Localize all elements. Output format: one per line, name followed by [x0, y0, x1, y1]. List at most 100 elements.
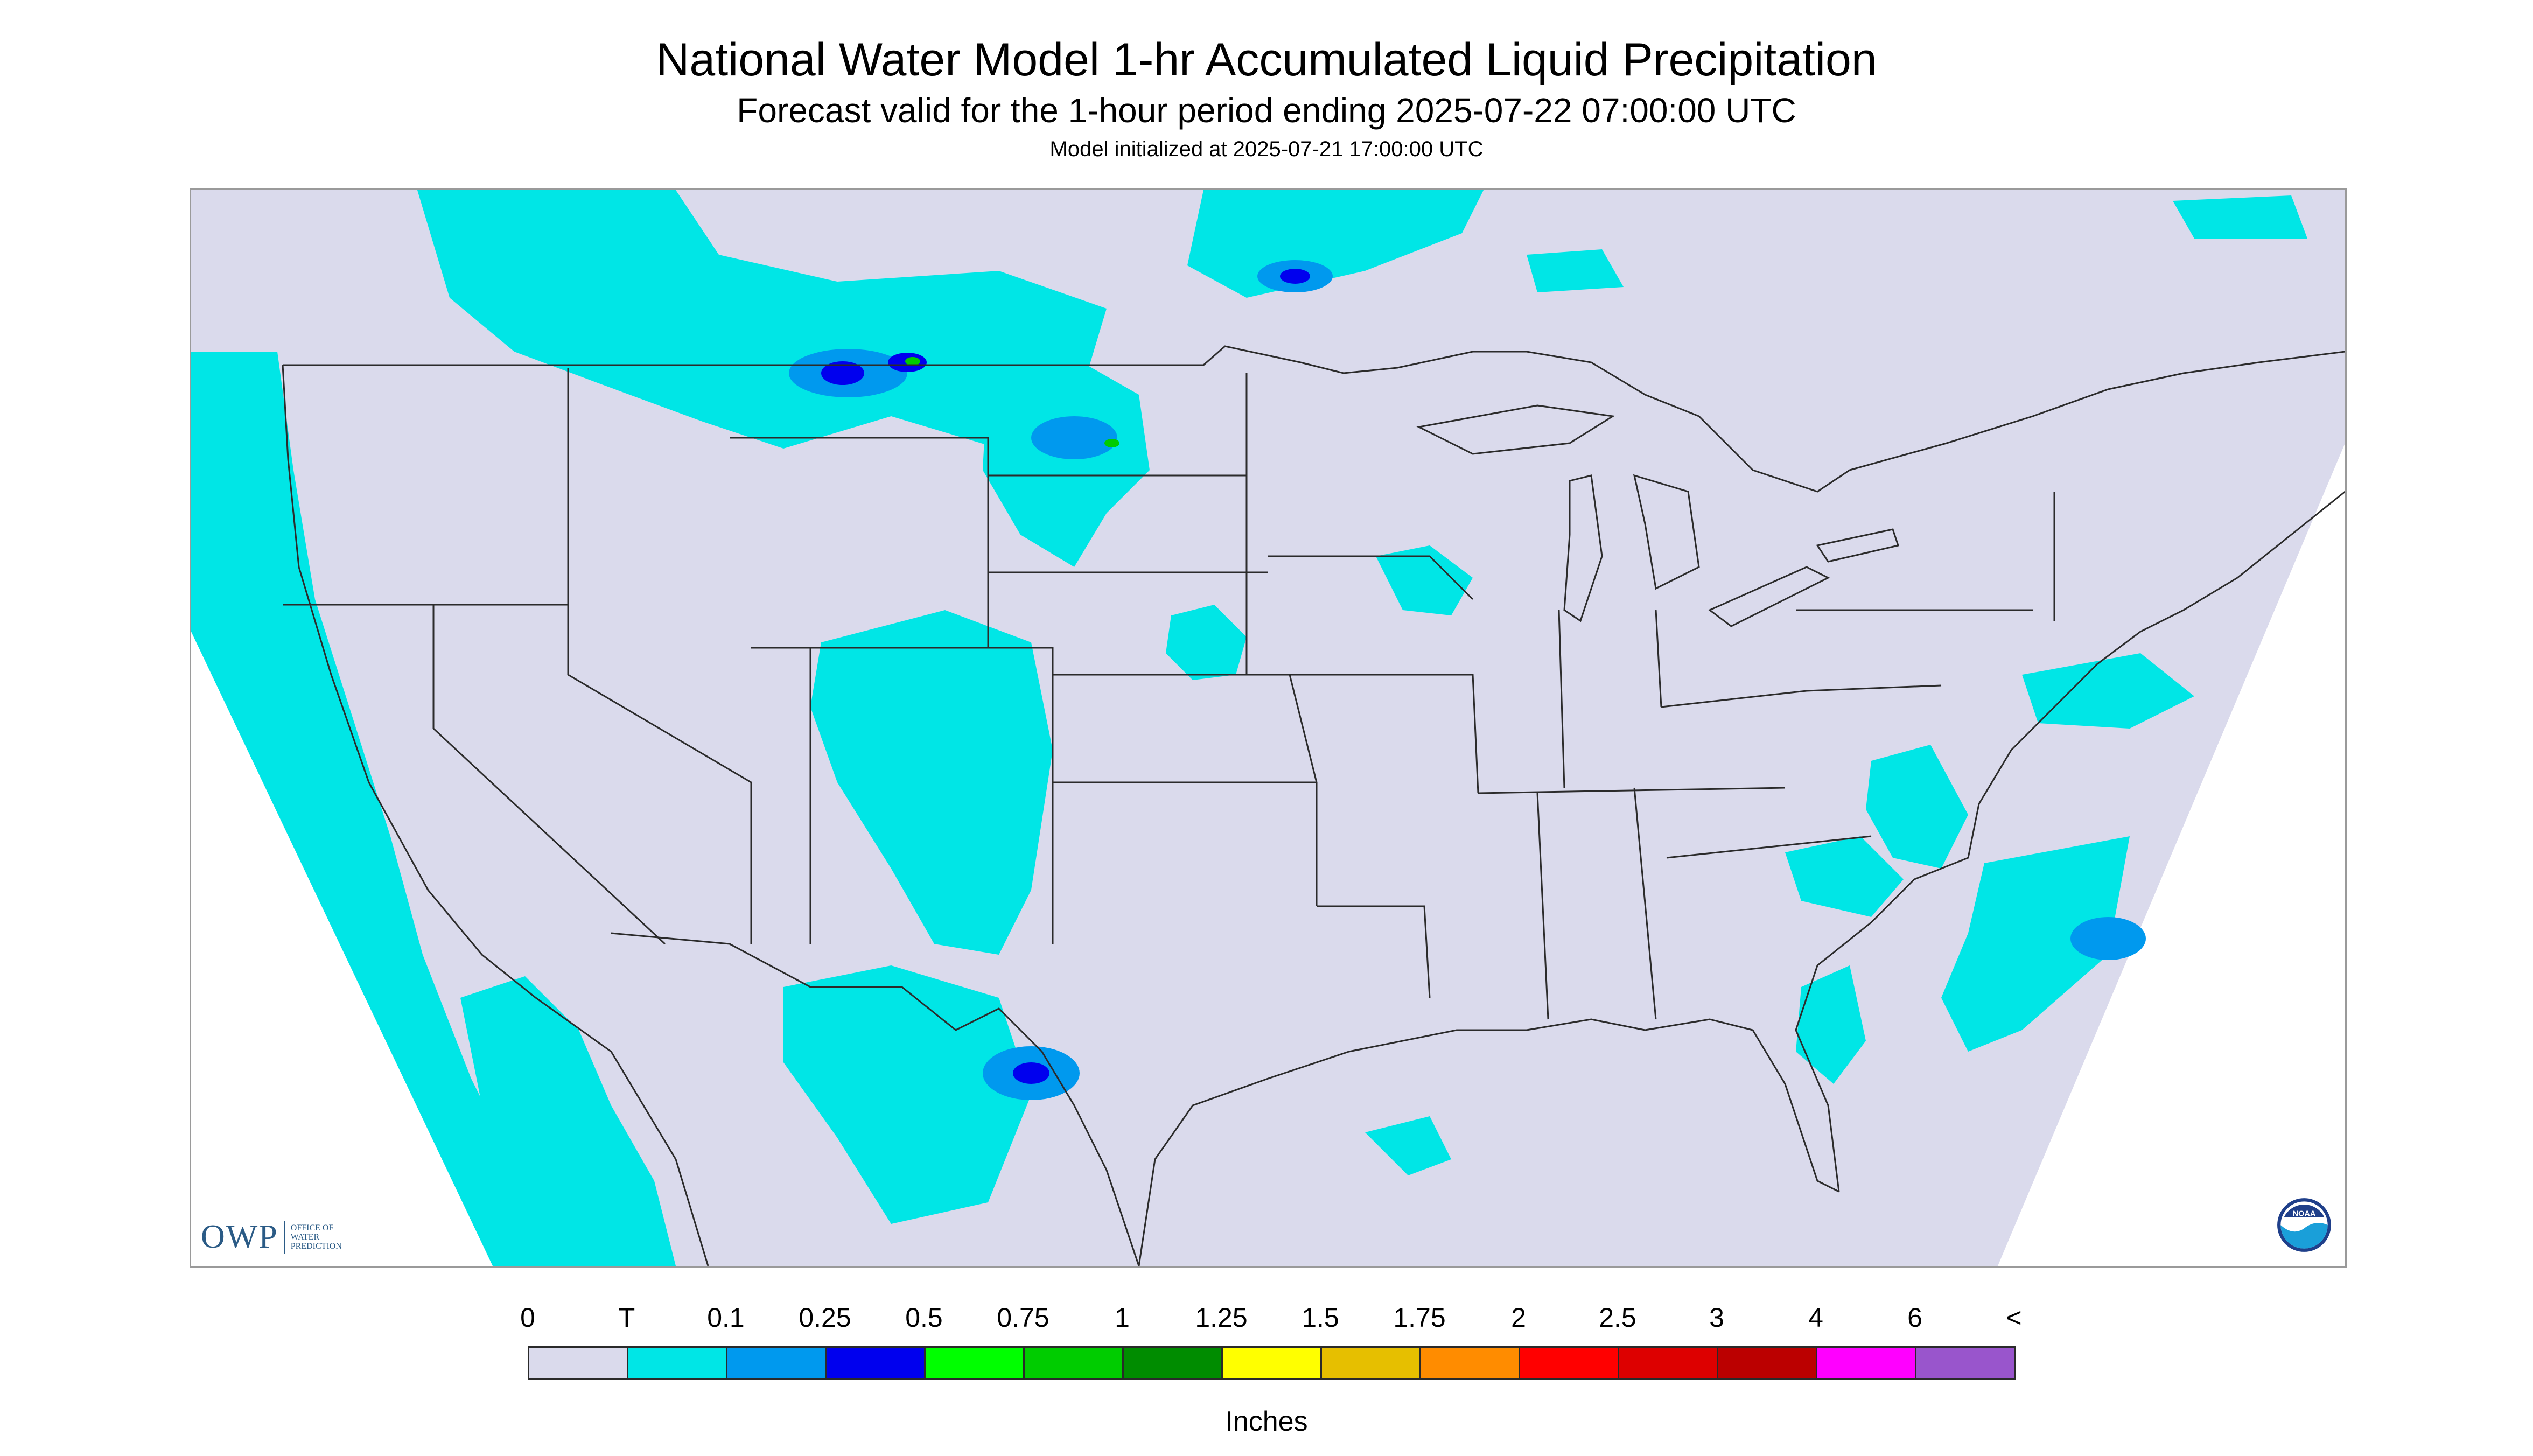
montana-heavy-precip: [905, 357, 920, 366]
legend-tick-label: 6: [1907, 1303, 1922, 1333]
state-line-4: [751, 647, 1054, 944]
owp-logo-separator: [283, 1220, 285, 1254]
legend-color-box: [627, 1346, 727, 1380]
carolina-coast-precip: [1785, 836, 1904, 917]
canada-quebec-precip: [1527, 249, 1624, 292]
legend-unit-label: Inches: [1225, 1406, 1308, 1437]
legend-color-box: [1419, 1346, 1520, 1380]
heavy-precip-areas: [905, 357, 1119, 447]
northern-rockies-precip: [417, 190, 1107, 449]
state-line-18: [1633, 787, 1657, 1020]
us-mexico-border: [611, 932, 1140, 1266]
legend-tick-label: 0.75: [997, 1303, 1049, 1333]
legend-tick-label: 2: [1511, 1303, 1526, 1333]
legend-color-box: [1717, 1346, 1817, 1380]
owp-logo: OWP OFFICE OF WATER PREDICTION: [201, 1218, 372, 1256]
legend-tick-label: 1.25: [1195, 1303, 1248, 1333]
legend-tick-label: T: [618, 1303, 635, 1333]
state-line-6: [730, 437, 989, 648]
legend-color-box: [825, 1346, 926, 1380]
noaa-logo: NOAA: [2277, 1198, 2331, 1252]
four-corners-precip: [810, 610, 1053, 955]
pacific-coastline: [282, 365, 709, 1266]
great-lakes: [1416, 404, 1899, 627]
legend-tick-label: 1.75: [1393, 1303, 1446, 1333]
state-line-22: [1666, 835, 1872, 859]
noaa-logo-text: NOAA: [2293, 1209, 2316, 1218]
legend-color-box: [1618, 1346, 1718, 1380]
legend-tick-label: 0.25: [799, 1303, 851, 1333]
state-line-3: [432, 605, 666, 945]
model-init-line: Model initialized at 2025-07-21 17:00:00…: [1049, 137, 1484, 161]
gulf-coastline: [1138, 1018, 1839, 1266]
legend-color-box: [1221, 1346, 1322, 1380]
mexico-north-precip: [783, 965, 1031, 1224]
state-line-15: [1478, 787, 1786, 794]
lake-ontario: [1816, 528, 1899, 563]
canada-northeast-precip: [2173, 195, 2307, 239]
atlantic-coastline: [1795, 491, 2345, 1192]
nebraska-precip: [1166, 605, 1247, 680]
baja-offshore-precip: [460, 976, 676, 1266]
dakota-heavy-precip: [1104, 439, 1119, 447]
atlantic-light-precip: [2070, 917, 2146, 960]
dakota-light-precip: [1031, 416, 1117, 459]
gulf-precip: [1365, 1116, 1451, 1175]
legend-color-box: [726, 1346, 827, 1380]
legend-tick-label: 0.1: [707, 1303, 745, 1333]
state-line-17: [1655, 610, 1662, 708]
owp-logo-org-name: OFFICE OF WATER PREDICTION: [291, 1223, 372, 1251]
legend-tick-label: 1.5: [1302, 1303, 1339, 1333]
map-canvas: [191, 190, 2345, 1266]
legend-tick-label: 4: [1808, 1303, 1823, 1333]
owp-logo-letters: OWP: [201, 1219, 278, 1255]
legend-color-box: [1023, 1346, 1124, 1380]
state-line-19: [1536, 793, 1549, 1020]
noaa-logo-wave: [2280, 1223, 2328, 1249]
owp-org-line-1: OFFICE OF: [290, 1223, 334, 1233]
pacific-coast-precip: [191, 352, 568, 1266]
atlantic-offshore-precip: [2022, 653, 2194, 729]
legend-color-box: [1122, 1346, 1223, 1380]
legend-color-box: [1320, 1346, 1421, 1380]
state-line-13: [1290, 674, 1479, 794]
lake-michigan: [1563, 474, 1603, 622]
owp-org-line-3: PREDICTION: [290, 1242, 342, 1251]
legend-tick-label: 2.5: [1599, 1303, 1636, 1333]
state-line-9: [1053, 674, 1318, 906]
legend-tick-label: 0.5: [905, 1303, 943, 1333]
legend-color-box: [924, 1346, 1025, 1380]
legend-color-box: [1519, 1346, 1619, 1380]
legend-color-box: [1915, 1346, 2016, 1380]
map-title: National Water Model 1-hr Accumulated Li…: [656, 34, 1877, 86]
state-line-16: [1558, 610, 1565, 788]
virginia-carolina-precip: [1866, 745, 1968, 869]
legend-tick-label: <: [2006, 1303, 2022, 1333]
legend-color-box: [1816, 1346, 1916, 1380]
noaa-logo-sky: [2284, 1204, 2325, 1217]
no-data-region-east: [1998, 443, 2345, 1266]
precip-legend: [528, 1346, 2016, 1400]
state-line-20: [1661, 684, 1942, 708]
lake-erie: [1708, 566, 1830, 627]
montana-moderate-precip: [821, 361, 864, 385]
northern-plains-precip: [983, 352, 1150, 567]
precipitation-map: OWP OFFICE OF WATER PREDICTION NOAA: [190, 188, 2347, 1268]
legend-tick-label: 0: [520, 1303, 535, 1333]
political-boundaries: [282, 345, 2345, 1266]
state-line-14: [1317, 905, 1431, 998]
mexico-moderate-precip: [1013, 1062, 1049, 1084]
atlantic-southeast-precip: [1941, 836, 2130, 1052]
lake-superior: [1416, 404, 1615, 455]
legend-color-box: [528, 1346, 628, 1380]
forecast-valid-subtitle: Forecast valid for the 1-hour period end…: [737, 91, 1796, 130]
legend-tick-label: 1: [1115, 1303, 1130, 1333]
state-line-12: [1268, 555, 1474, 600]
us-canada-border: [283, 345, 2345, 493]
florida-offshore-precip: [1796, 965, 1866, 1084]
wisconsin-iowa-precip: [1376, 545, 1473, 615]
owp-org-line-2: WATER: [290, 1233, 320, 1242]
state-line-1: [567, 368, 752, 944]
lake-huron: [1633, 474, 1700, 590]
canada-moderate-precip: [1280, 269, 1310, 284]
